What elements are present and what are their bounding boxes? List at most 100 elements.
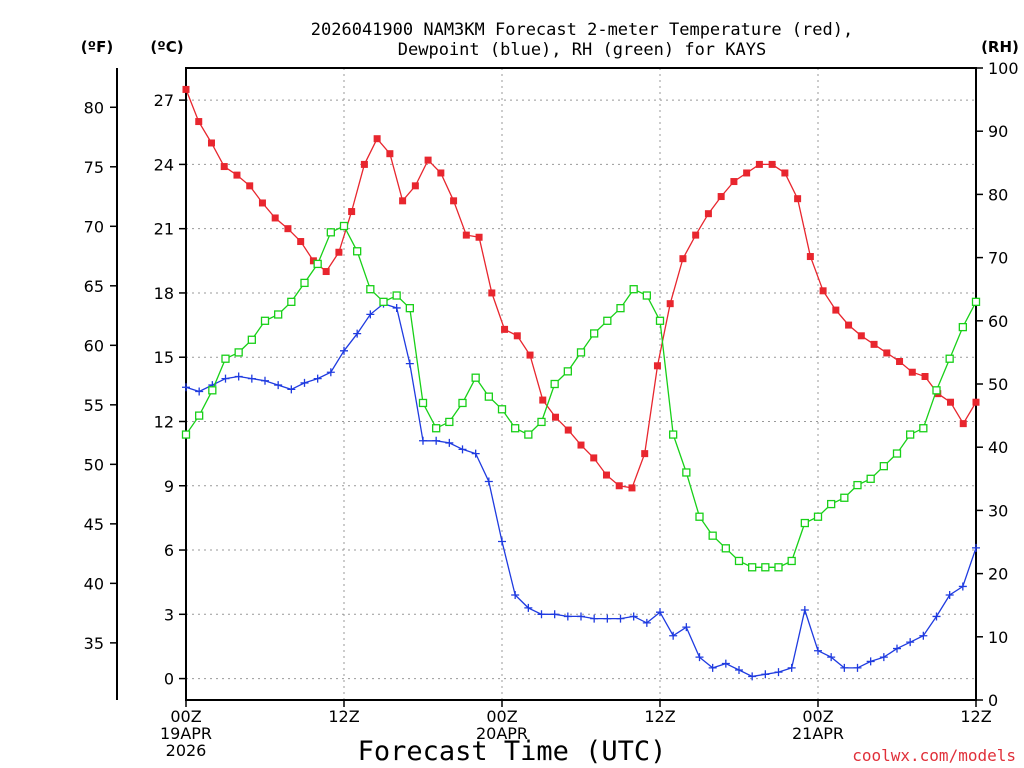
x-tick-label: 20APR: [476, 724, 528, 743]
rh-point: [339, 221, 349, 231]
rh-point: [326, 228, 335, 237]
rh-point: [879, 462, 888, 471]
temperature-point: [947, 398, 955, 406]
x-tick-label: 12Z: [644, 707, 675, 726]
temperature-point: [666, 300, 674, 308]
rh-point: [181, 430, 191, 439]
fahrenheit-tick-label: 50: [84, 455, 104, 474]
rh-tick-label: 30: [988, 501, 1008, 520]
dewpoint-point: [313, 374, 322, 383]
rh-point: [958, 322, 967, 332]
x-tick-label: 2026: [166, 741, 207, 760]
dewpoint-point: [761, 670, 770, 679]
dewpoint-point: [893, 644, 901, 653]
temperature-point: [386, 150, 394, 158]
dewpoint-point: [247, 374, 256, 383]
temperature-point: [373, 135, 381, 143]
temperature-point: [845, 321, 853, 329]
temperature-point: [857, 332, 865, 340]
temperature-point: [972, 398, 980, 406]
rh-point: [300, 278, 309, 288]
rh-tick-label: 10: [988, 628, 1008, 647]
dewpoint-point: [353, 329, 362, 338]
dewpoint-point: [366, 310, 375, 319]
dewpoint-point: [827, 653, 836, 662]
x-tick-label: 00Z: [486, 707, 517, 726]
temperature-point: [641, 450, 649, 458]
dewpoint-point: [550, 610, 559, 619]
rh-point: [563, 367, 572, 376]
rh-point: [234, 348, 243, 357]
temperature-point: [271, 214, 279, 222]
rh-point: [576, 348, 586, 357]
dewpoint-point: [695, 653, 704, 662]
temperature-point: [450, 197, 458, 205]
temperature-point: [233, 171, 241, 179]
x-axis-label: Forecast Time (UTC): [358, 736, 667, 767]
rh-line: [185, 225, 977, 568]
x-tick-label: 12Z: [960, 707, 991, 726]
dewpoint-point: [524, 603, 533, 612]
temperature-point: [870, 340, 878, 348]
rh-point: [616, 304, 625, 313]
dewpoint-point: [274, 381, 283, 390]
rh-tick-label: 20: [988, 565, 1008, 584]
fahrenheit-tick-label: 80: [84, 98, 104, 117]
celsius-tick-label: 9: [164, 477, 174, 496]
celsius-tick-label: 3: [164, 605, 174, 624]
rh-point: [590, 329, 599, 338]
dewpoint-point: [669, 631, 678, 640]
dewpoint-point: [537, 610, 546, 619]
temperature-point: [411, 182, 419, 190]
rh-point: [787, 556, 796, 566]
temperature-point: [360, 160, 368, 168]
rh-point: [366, 285, 375, 294]
temperature-point: [602, 471, 610, 479]
temperature-point: [424, 156, 432, 164]
rh-point: [313, 259, 322, 269]
series-lines: [181, 85, 981, 681]
dewpoint-point: [642, 618, 651, 627]
x-tick-label: 12Z: [328, 707, 359, 726]
temperature-line: [185, 89, 977, 489]
dewpoint-point: [972, 543, 980, 552]
rh-point: [247, 335, 256, 344]
dewpoint-point: [261, 376, 269, 385]
rh-point: [550, 379, 559, 389]
dewpoint-point: [656, 608, 664, 617]
temperature-point: [462, 231, 470, 239]
rh-point: [721, 544, 730, 553]
dewpoint-point: [287, 385, 296, 394]
dewpoint-point: [195, 387, 204, 396]
chart-title-line-1: 2026041900 NAM3KM Forecast 2-meter Tempe…: [311, 20, 853, 40]
temperature-point: [921, 373, 929, 381]
rh-tick-label: 90: [988, 122, 1008, 141]
rh-point: [748, 563, 757, 572]
dewpoint-point: [471, 449, 480, 458]
dewpoint-point: [906, 638, 915, 647]
celsius-tick-label: 0: [164, 670, 174, 689]
temperature-point: [768, 160, 776, 168]
rh-point: [195, 411, 204, 420]
fahrenheit-tick-label: 70: [84, 217, 104, 236]
rh-point: [432, 424, 441, 433]
dewpoint-point: [853, 663, 862, 672]
dewpoint-point: [234, 372, 243, 381]
dewpoint-point: [590, 614, 599, 623]
temperature-point: [832, 306, 840, 314]
dewpoint-point: [748, 672, 757, 681]
rh-point: [971, 297, 981, 306]
rh-point: [919, 424, 928, 433]
rh-point: [761, 563, 770, 572]
dewpoint-point: [392, 303, 401, 312]
temperature-point: [755, 160, 763, 168]
rh-unit-label: (RH): [981, 38, 1019, 56]
temperature-point: [717, 193, 725, 201]
dewpoint-point: [445, 438, 454, 447]
fahrenheit-tick-label: 40: [84, 574, 104, 593]
temperature-point: [615, 482, 623, 490]
rh-point: [458, 398, 467, 408]
x-tick-label: 00Z: [170, 707, 201, 726]
fahrenheit-tick-label: 75: [84, 158, 104, 177]
temperature-point: [959, 420, 967, 428]
